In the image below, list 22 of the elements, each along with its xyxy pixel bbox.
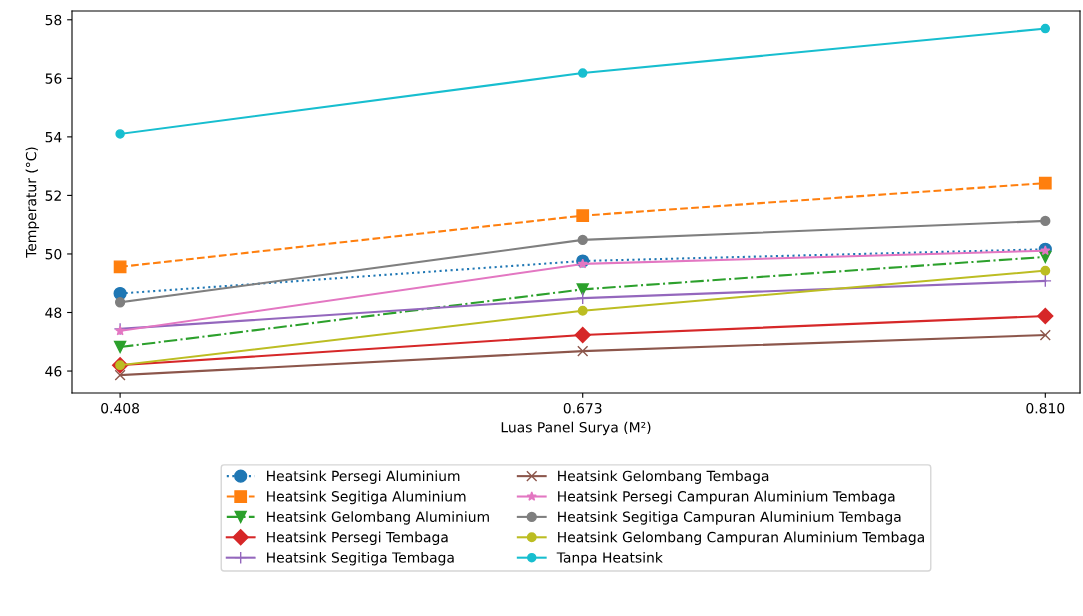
y-axis-title: Temperatur (°C) [25, 147, 40, 258]
y-tick-label: 56 [45, 73, 62, 84]
y-tick-label: 54 [45, 132, 62, 143]
legend-label: Tanpa Heatsink [556, 551, 663, 566]
x-tick-label: 0.408 [101, 402, 140, 414]
legend-label: Heatsink Segitiga Campuran Aluminium Tembaga [558, 511, 901, 525]
y-tick-label: 48 [45, 307, 62, 318]
x-axis-title: Luas Panel Surya (M²) [501, 421, 651, 436]
legend-label: Heatsink Gelombang Aluminium [267, 511, 489, 525]
x-tick-label: 0.673 [563, 402, 602, 414]
y-tick-label: 50 [45, 248, 62, 260]
y-tick-label: 46 [45, 366, 62, 377]
legend-label: Heatsink Persegi Campuran Aluminium Tembaga [558, 490, 895, 505]
legend-label: Heatsink Segitiga Tembaga [267, 551, 454, 566]
legend-label: Heatsink Segitiga Aluminium [267, 490, 466, 505]
y-tick-label: 58 [45, 14, 62, 26]
x-tick-label: 0.810 [1026, 402, 1065, 414]
legend-label: Heatsink Persegi Aluminium [267, 470, 460, 484]
y-tick-label: 52 [45, 190, 61, 201]
legend-label: Heatsink Gelombang Campuran Aluminium Tembaga [558, 531, 924, 546]
legend-label: Heatsink Gelombang Tembaga [558, 470, 769, 484]
legend-label: Heatsink Persegi Tembaga [267, 531, 448, 546]
